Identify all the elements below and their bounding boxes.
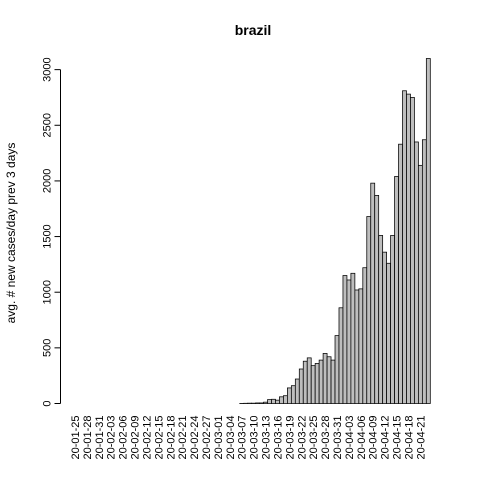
x-tick-label: 20-01-28 (82, 416, 94, 460)
x-tick-label: 20-02-27 (201, 416, 213, 460)
y-tick-label: 500 (42, 339, 54, 357)
x-tick-label: 20-04-18 (403, 416, 415, 460)
bar (410, 97, 414, 403)
y-tick-label: 2500 (42, 113, 54, 137)
x-tick-label: 20-04-03 (344, 416, 356, 460)
chart-title: brazil (235, 22, 272, 38)
x-tick-label: 20-02-24 (189, 416, 201, 460)
x-tick-label: 20-01-25 (70, 416, 82, 460)
bar (311, 366, 315, 404)
bar (256, 403, 260, 404)
bars-group (240, 59, 431, 404)
y-tick-label: 2000 (42, 169, 54, 193)
x-tick-label: 20-03-10 (249, 416, 261, 460)
bar (347, 280, 351, 404)
bar (379, 235, 383, 403)
bar (403, 91, 407, 404)
bar (355, 290, 359, 404)
bar (260, 403, 264, 404)
x-tick-label: 20-02-21 (177, 416, 189, 460)
y-tick-label: 3000 (42, 57, 54, 81)
y-axis: 0 500 1000 1500 2000 2500 3000 (42, 57, 61, 406)
bar (275, 400, 279, 403)
x-tick-label: 20-04-15 (392, 416, 404, 460)
bar (363, 268, 367, 404)
bar (268, 400, 272, 404)
bar (272, 399, 276, 403)
bar (339, 308, 343, 404)
bar (395, 176, 399, 403)
x-tick-label: 20-04-06 (356, 416, 368, 460)
x-tick-label: 20-03-28 (320, 416, 332, 460)
bar (307, 358, 311, 404)
x-tick-label: 20-01-31 (94, 416, 106, 460)
x-tick-label: 20-03-01 (213, 416, 225, 460)
bar (422, 140, 426, 404)
y-axis-label: avg. # new cases/day prev 3 days (4, 143, 18, 324)
bar (414, 142, 418, 404)
x-tick-label: 20-02-06 (118, 416, 130, 460)
x-tick-label: 20-03-25 (308, 416, 320, 460)
bar (391, 235, 395, 403)
bar (418, 165, 422, 403)
y-tick-label: 1000 (42, 280, 54, 304)
x-tick-label: 20-04-21 (415, 416, 427, 460)
x-tick-label: 20-03-13 (261, 416, 273, 460)
x-tick-label: 20-03-07 (237, 416, 249, 460)
bar (331, 360, 335, 403)
x-tick-label: 20-02-09 (130, 416, 142, 460)
x-tick-label: 20-02-12 (141, 416, 153, 460)
x-tick-label: 20-02-03 (106, 416, 118, 460)
x-tick-label: 20-03-16 (272, 416, 284, 460)
bar (399, 144, 403, 403)
bar (335, 336, 339, 404)
bar (359, 289, 363, 404)
bar (315, 363, 319, 403)
x-tick-label: 20-02-18 (165, 416, 177, 460)
bar (383, 252, 387, 403)
bar (319, 360, 323, 403)
bar (351, 273, 355, 403)
x-tick-label: 20-04-12 (380, 416, 392, 460)
x-tick-label: 20-03-19 (284, 416, 296, 460)
bar (264, 402, 268, 403)
bar (287, 388, 291, 404)
bar (367, 217, 371, 404)
bar (327, 357, 331, 404)
x-tick-label: 20-03-22 (296, 416, 308, 460)
bar (303, 361, 307, 403)
y-tick-label: 0 (42, 400, 54, 406)
x-tick-label: 20-02-15 (153, 416, 165, 460)
bar (387, 263, 391, 403)
x-tick-label: 20-04-09 (368, 416, 380, 460)
bar (279, 397, 283, 404)
x-tick-label: 20-03-04 (225, 416, 237, 460)
bar (343, 276, 347, 404)
x-tick-label: 20-03-31 (332, 416, 344, 460)
bar (295, 379, 299, 403)
bar (406, 94, 410, 403)
bar (291, 386, 295, 404)
y-tick-label: 1500 (42, 224, 54, 248)
bar (323, 353, 327, 403)
bar (371, 183, 375, 403)
bar (283, 396, 287, 404)
bar (375, 195, 379, 403)
bar (299, 369, 303, 404)
bar (426, 59, 430, 404)
